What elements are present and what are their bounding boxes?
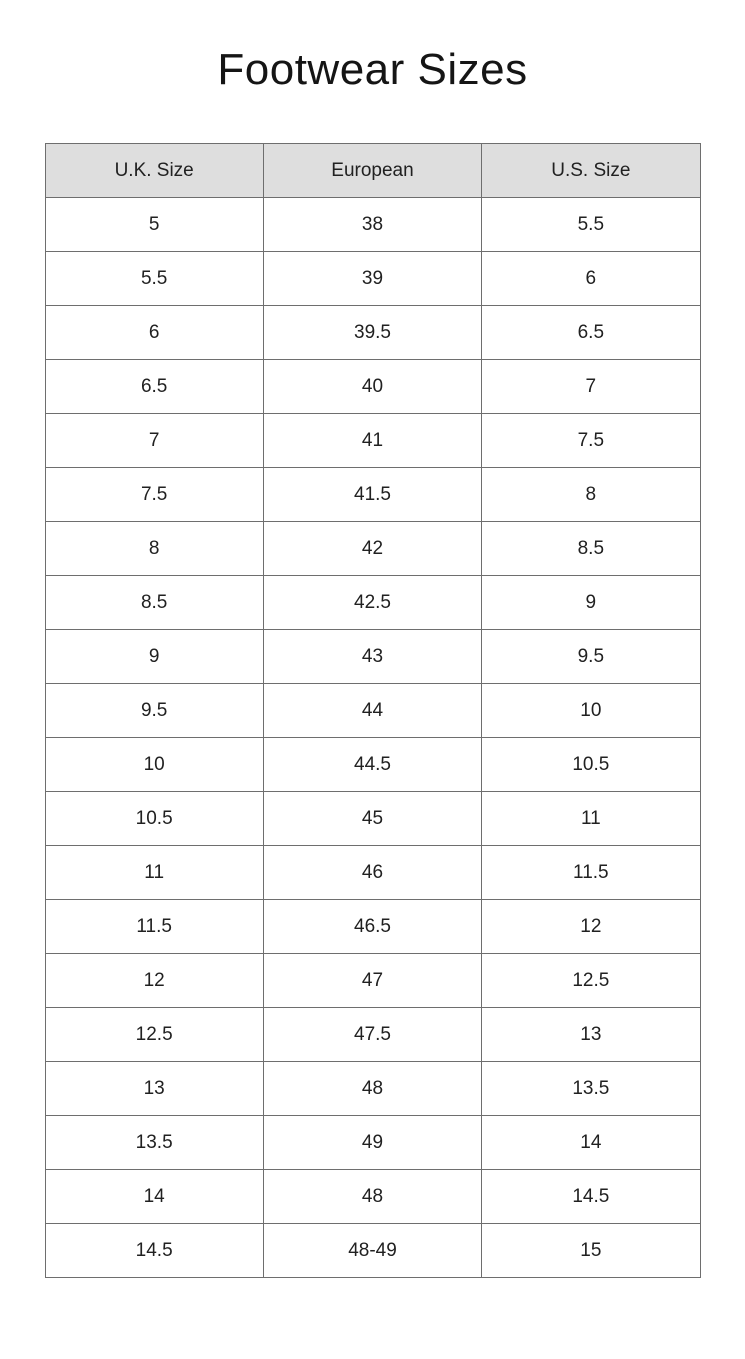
table-cell: 5.5 — [44, 251, 264, 306]
table-cell: 39.5 — [262, 305, 483, 360]
table-row: 11 46 11.5 — [44, 845, 701, 900]
table-cell: 13.5 — [44, 1115, 264, 1170]
table-cell: 11.5 — [481, 845, 701, 900]
size-table-head: U.K. Size European U.S. Size — [44, 143, 701, 198]
table-row: 13.5 49 14 — [44, 1115, 701, 1170]
table-cell: 10 — [44, 737, 264, 792]
table-cell: 12.5 — [44, 1007, 264, 1062]
table-cell: 6 — [481, 251, 701, 306]
table-cell: 39 — [262, 251, 483, 306]
table-row: 9.5 44 10 — [44, 683, 701, 738]
table-cell: 7 — [44, 413, 264, 468]
table-cell: 6.5 — [481, 305, 701, 360]
table-row: 6.5 40 7 — [44, 359, 701, 414]
table-cell: 41 — [262, 413, 483, 468]
column-header-european: European — [262, 143, 483, 198]
table-cell: 6 — [44, 305, 264, 360]
table-cell: 48-49 — [262, 1223, 483, 1278]
table-row: 7.5 41.5 8 — [44, 467, 701, 522]
table-cell: 12 — [44, 953, 264, 1008]
table-cell: 7 — [481, 359, 701, 414]
table-cell: 7.5 — [481, 413, 701, 468]
table-cell: 10.5 — [481, 737, 701, 792]
table-row: 5 38 5.5 — [44, 197, 701, 252]
table-cell: 14 — [44, 1169, 264, 1224]
table-row: 12 47 12.5 — [44, 953, 701, 1008]
table-cell: 8.5 — [481, 521, 701, 576]
table-cell: 11 — [481, 791, 701, 846]
table-cell: 48 — [262, 1061, 483, 1116]
table-cell: 12.5 — [481, 953, 701, 1008]
table-row: 9 43 9.5 — [44, 629, 701, 684]
table-cell: 48 — [262, 1169, 483, 1224]
table-row: 6 39.5 6.5 — [44, 305, 701, 360]
footwear-size-table: U.K. Size European U.S. Size 5 38 5.5 5.5 39… — [44, 143, 701, 1278]
header-row: U.K. Size European U.S. Size — [44, 143, 701, 198]
table-cell: 45 — [262, 791, 483, 846]
table-cell: 41.5 — [262, 467, 483, 522]
table-row: 5.5 39 6 — [44, 251, 701, 306]
table-cell: 10 — [481, 683, 701, 738]
table-row: 12.5 47.5 13 — [44, 1007, 701, 1062]
size-table-body: 5 38 5.5 5.5 39 6 6 39.5 6.5 6.5 40 7 7 41 7.5 7.5 41.5 8… — [44, 197, 701, 1278]
table-cell: 14.5 — [481, 1169, 701, 1224]
table-cell: 42 — [262, 521, 483, 576]
table-cell: 11 — [44, 845, 264, 900]
table-row: 8.5 42.5 9 — [44, 575, 701, 630]
table-row: 13 48 13.5 — [44, 1061, 701, 1116]
table-cell: 47 — [262, 953, 483, 1008]
table-cell: 10.5 — [44, 791, 264, 846]
table-row: 11.5 46.5 12 — [44, 899, 701, 954]
table-cell: 38 — [262, 197, 483, 252]
table-cell: 8 — [44, 521, 264, 576]
table-cell: 42.5 — [262, 575, 483, 630]
table-cell: 40 — [262, 359, 483, 414]
table-cell: 7.5 — [44, 467, 264, 522]
table-row: 7 41 7.5 — [44, 413, 701, 468]
table-cell: 44 — [262, 683, 483, 738]
table-cell: 12 — [481, 899, 701, 954]
table-cell: 8 — [481, 467, 701, 522]
table-row: 8 42 8.5 — [44, 521, 701, 576]
column-header-us-size: U.S. Size — [481, 143, 701, 198]
table-row: 14 48 14.5 — [44, 1169, 701, 1224]
table-cell: 11.5 — [44, 899, 264, 954]
table-cell: 9 — [481, 575, 701, 630]
table-cell: 8.5 — [44, 575, 264, 630]
table-cell: 6.5 — [44, 359, 264, 414]
table-cell: 5 — [44, 197, 264, 252]
table-cell: 13.5 — [481, 1061, 701, 1116]
table-cell: 43 — [262, 629, 483, 684]
table-row: 10.5 45 11 — [44, 791, 701, 846]
table-cell: 13 — [44, 1061, 264, 1116]
table-cell: 9 — [44, 629, 264, 684]
table-cell: 47.5 — [262, 1007, 483, 1062]
page-title: Footwear Sizes — [217, 45, 528, 94]
table-cell: 13 — [481, 1007, 701, 1062]
table-cell: 14 — [481, 1115, 701, 1170]
table-row: 10 44.5 10.5 — [44, 737, 701, 792]
table-cell: 14.5 — [44, 1223, 264, 1278]
table-cell: 9.5 — [481, 629, 701, 684]
table-cell: 44.5 — [262, 737, 483, 792]
table-cell: 5.5 — [481, 197, 701, 252]
column-header-uk-size: U.K. Size — [44, 143, 264, 198]
table-cell: 9.5 — [44, 683, 264, 738]
table-cell: 49 — [262, 1115, 483, 1170]
table-cell: 15 — [481, 1223, 701, 1278]
table-row: 14.5 48-49 15 — [44, 1223, 701, 1278]
table-cell: 46.5 — [262, 899, 483, 954]
table-cell: 46 — [262, 845, 483, 900]
